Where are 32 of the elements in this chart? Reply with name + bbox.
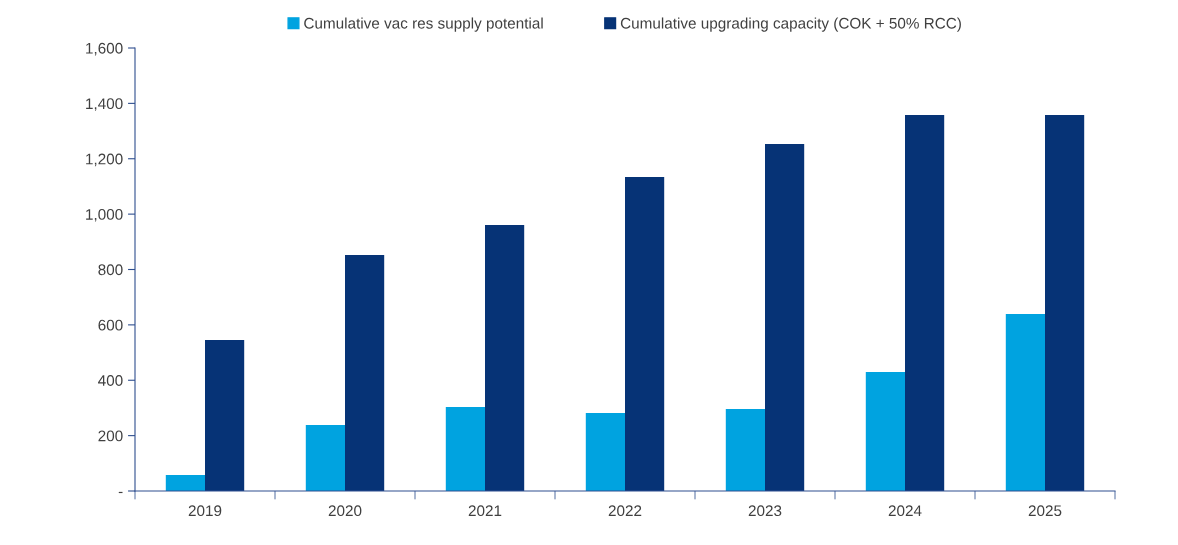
bar: [1005, 314, 1045, 491]
y-tick-label: 1,600: [86, 42, 123, 56]
bar: [625, 177, 665, 491]
x-tick-label: 2023: [748, 505, 782, 517]
bar: [305, 425, 345, 491]
y-tick-label: 800: [98, 264, 123, 276]
legend-label: Cumulative upgrading capacity (COK + 50% RCC): [620, 17, 961, 32]
y-tick-label: 1,200: [86, 153, 123, 167]
y-tick-label: 1,400: [86, 98, 123, 111]
y-tick-label: 200: [98, 430, 123, 442]
bar: [725, 409, 765, 491]
y-tick-label: 1,000: [86, 208, 123, 222]
x-tick-label: 2019: [188, 505, 222, 517]
y-tick-label: -: [118, 491, 123, 494]
bar: [585, 412, 625, 491]
x-tick-label: 2025: [1028, 505, 1062, 517]
x-tick-label: 2024: [888, 505, 922, 517]
bar: [445, 407, 485, 491]
x-tick-label: 2022: [608, 505, 642, 517]
bar: [165, 474, 205, 491]
legend-label: Cumulative vac res supply potential: [304, 17, 543, 32]
bar: [345, 255, 385, 491]
bar: [485, 224, 525, 491]
bar: [905, 115, 945, 491]
bar: [205, 340, 245, 491]
bar: [765, 144, 805, 491]
bar: [1045, 115, 1085, 491]
x-tick-label: 2020: [328, 505, 362, 517]
y-tick-label: 600: [98, 319, 123, 331]
bar: [865, 371, 905, 491]
x-tick-label: 2021: [468, 505, 502, 517]
y-tick-label: 400: [98, 375, 123, 386]
